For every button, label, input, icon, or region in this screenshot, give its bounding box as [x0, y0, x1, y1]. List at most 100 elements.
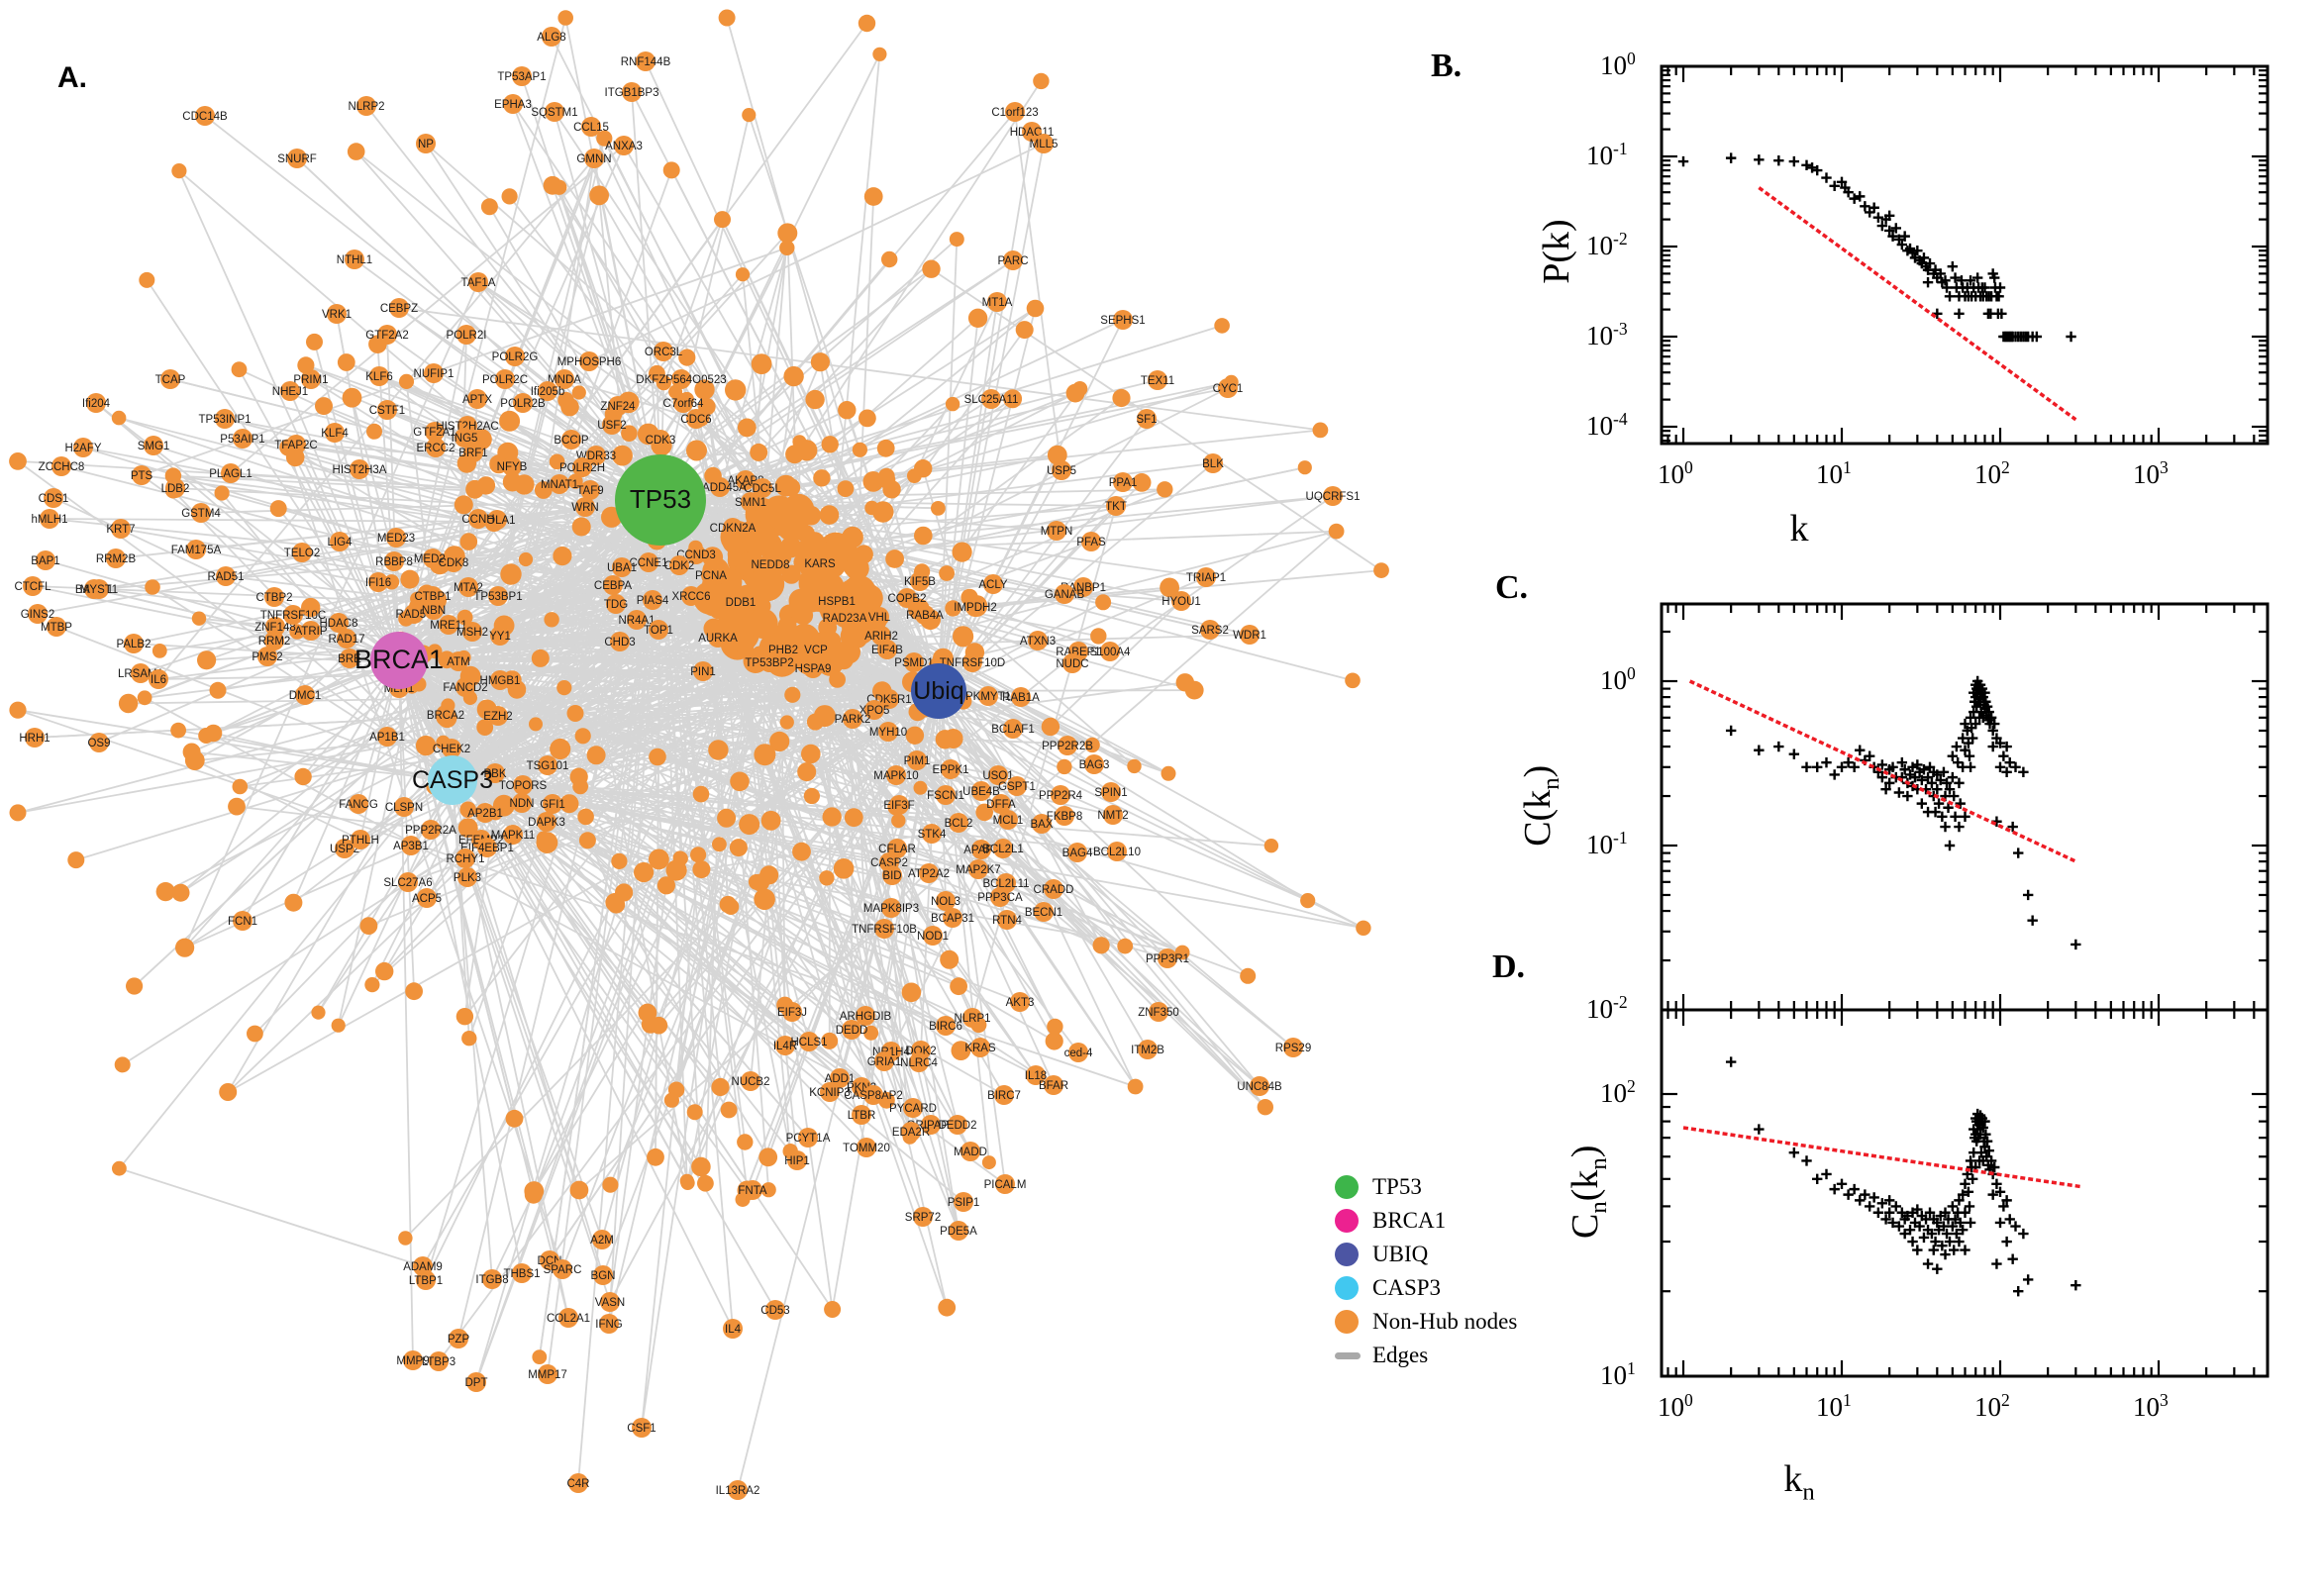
data-point — [1994, 761, 2006, 772]
network-node — [882, 480, 901, 499]
network-node — [737, 1134, 754, 1150]
panel-c-label: C. — [1495, 569, 1529, 606]
network-node — [139, 271, 155, 288]
network-node — [1100, 642, 1120, 661]
network-node — [773, 640, 793, 659]
network-edge — [146, 278, 400, 661]
network-node-label: BCL2L11 — [982, 878, 1029, 890]
network-node — [754, 888, 775, 911]
data-point — [1970, 1129, 1981, 1140]
network-node — [1300, 893, 1316, 909]
plot-frame — [1660, 602, 2270, 1012]
network-node — [679, 1173, 694, 1188]
network-node — [1297, 460, 1312, 475]
network-node — [793, 552, 812, 572]
network-node — [505, 1109, 524, 1128]
data-point — [1829, 769, 1840, 780]
network-node — [111, 410, 127, 426]
network-node — [1034, 902, 1054, 922]
network-node — [556, 680, 572, 696]
data-point — [1969, 706, 1979, 718]
data-point — [1947, 750, 1959, 761]
legend-circle-swatch — [1335, 1175, 1359, 1199]
network-node — [467, 389, 487, 409]
network-node-label: XRCC6 — [672, 591, 711, 603]
data-point — [1987, 1168, 1998, 1180]
network-edge — [532, 640, 742, 1196]
y-tick-label: 10-4 — [1586, 409, 1628, 441]
network-node-label: BGN — [591, 1270, 616, 1282]
data-point — [1983, 706, 1994, 718]
data-point — [1951, 741, 1963, 752]
data-point — [1914, 1221, 1925, 1232]
network-node — [844, 808, 863, 828]
network-node-label: PIM1 — [904, 755, 931, 767]
data-point — [1896, 771, 1908, 783]
network-node-label: RAD50 — [395, 609, 432, 621]
data-point — [1801, 761, 1812, 772]
network-edge — [17, 616, 758, 814]
data-point — [1876, 759, 1888, 770]
network-edge — [17, 459, 661, 501]
network-edge — [494, 772, 1364, 930]
network-node — [1174, 945, 1190, 960]
network-node — [132, 465, 152, 485]
network-edge — [641, 552, 772, 1429]
data-point — [1960, 291, 1970, 302]
legend-item-brca1: BRCA1 — [1335, 1204, 1517, 1238]
data-point — [1916, 1210, 1928, 1222]
network-node-label: TP53BP2 — [745, 657, 793, 669]
data-point — [2066, 331, 2076, 343]
network-node — [858, 409, 876, 428]
data-point — [1967, 1173, 1978, 1184]
data-point — [1947, 1201, 1959, 1212]
network-edge — [253, 559, 715, 1035]
data-point — [1954, 308, 1965, 319]
network-node — [191, 611, 207, 626]
network-node — [456, 325, 476, 345]
network-node — [717, 808, 737, 828]
network-edge — [512, 103, 804, 536]
network-node — [1084, 737, 1100, 753]
data-point — [2010, 761, 2021, 772]
data-point — [1960, 811, 1970, 822]
data-point — [2027, 915, 2038, 926]
network-edge — [452, 779, 470, 1040]
network-node — [439, 615, 458, 635]
data-point — [1994, 1186, 2006, 1198]
data-point — [1883, 1195, 1895, 1206]
network-node-label: CYC1 — [1213, 383, 1244, 395]
network-node-label: LTBR — [848, 1110, 876, 1122]
network-node — [923, 926, 943, 946]
network-node — [1112, 388, 1131, 408]
network-node — [561, 430, 581, 449]
data-point — [1941, 777, 1953, 789]
network-node — [581, 117, 601, 137]
network-node — [544, 612, 559, 628]
network-node — [775, 1036, 795, 1055]
network-node — [719, 895, 737, 914]
panel-b-label: B. — [1431, 48, 1463, 84]
data-point — [1991, 1258, 2002, 1269]
network-node — [280, 381, 300, 401]
network-node — [458, 577, 478, 597]
network-node — [698, 398, 716, 416]
network-node — [214, 485, 230, 501]
network-node-label: RNF144B — [621, 56, 671, 68]
data-point — [1977, 291, 1988, 302]
data-point — [1937, 811, 1948, 822]
network-node — [287, 149, 307, 168]
network-node-label: KCNIP3 — [809, 1087, 851, 1099]
network-node — [377, 400, 397, 420]
network-node — [882, 865, 902, 885]
network-node — [111, 519, 131, 539]
data-point — [1864, 207, 1875, 218]
network-node — [549, 453, 565, 470]
network-node — [872, 47, 887, 61]
data-point — [1954, 1236, 1965, 1247]
network-node — [993, 839, 1013, 858]
network-node — [532, 1349, 548, 1364]
network-node — [1010, 992, 1030, 1012]
network-node — [948, 1115, 967, 1135]
network-node — [137, 690, 152, 706]
